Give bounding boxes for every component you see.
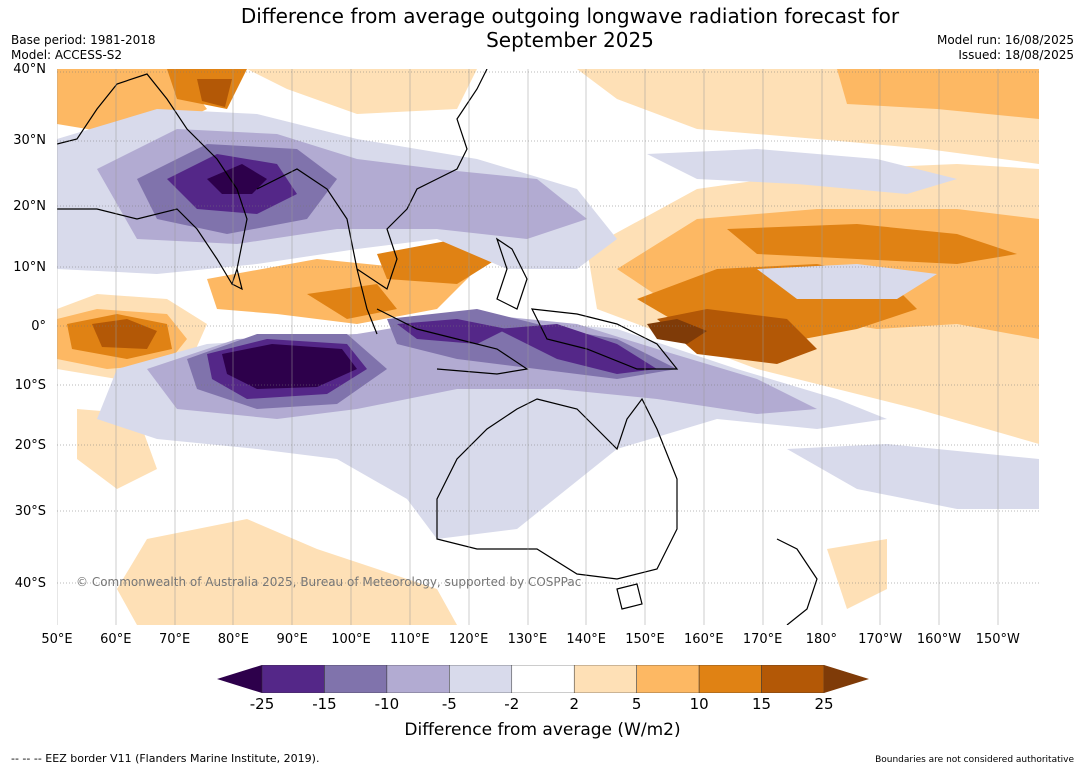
eez-border-note: -- -- -- EEZ border V11 (Flanders Marine…	[11, 752, 320, 765]
colorbar-segment	[386, 665, 450, 693]
latitude-label: 10°N	[13, 260, 46, 275]
latitude-label: 40°S	[14, 576, 46, 591]
map-title-line2: September 2025	[486, 28, 654, 52]
longitude-label: 150°E	[625, 632, 665, 647]
longitude-label: 80°E	[217, 632, 250, 647]
model-text: Model: ACCESS-S2	[11, 48, 123, 62]
longitude-label: 100°E	[331, 632, 371, 647]
map-title-line1: Difference from average outgoing longwav…	[240, 4, 900, 28]
copyright-notice: © Commonwealth of Australia 2025, Bureau…	[76, 575, 582, 589]
map-canvas	[57, 69, 1039, 625]
latitude-label: 30°S	[14, 504, 46, 519]
colorbar-tick-label: 25	[814, 695, 834, 713]
meta-left: Base period: 1981-2018 Model: ACCESS-S2	[11, 33, 156, 63]
colorbar-segment	[761, 665, 825, 693]
longitude-label: 140°E	[566, 632, 606, 647]
colorbar-segment	[636, 665, 700, 693]
positive-anomaly-fields	[57, 69, 1039, 625]
negative-anomaly-fields	[57, 109, 1039, 539]
longitude-label: 160°W	[916, 632, 962, 647]
colorbar	[217, 665, 869, 693]
base-period-text: Base period: 1981-2018	[11, 33, 156, 47]
longitude-label: 50°E	[41, 632, 73, 647]
latitude-label: 0°	[31, 319, 46, 334]
colorbar-tick-label: 15	[752, 695, 772, 713]
latitude-label: 20°N	[13, 199, 46, 214]
colorbar-segment	[573, 665, 637, 693]
colorbar-tick-label: 5	[631, 695, 642, 713]
longitude-label: 170°E	[742, 632, 783, 647]
colorbar-tick-label: -10	[374, 695, 400, 713]
colorbar-tick-label: -2	[504, 695, 520, 713]
longitude-label: 160°E	[684, 632, 724, 647]
colorbar-extend-high	[824, 665, 869, 693]
colorbar-tick-label: -25	[249, 695, 275, 713]
colorbar-tick-label: 10	[689, 695, 709, 713]
longitude-label: 110°E	[390, 632, 430, 647]
colorbar-tick-label: -15	[312, 695, 337, 713]
colorbar-extend-low	[217, 665, 262, 693]
colorbar-segment	[261, 665, 325, 693]
meridians	[57, 69, 999, 625]
longitude-label: 90°E	[276, 632, 308, 647]
latitude-label: 10°S	[14, 378, 46, 393]
colorbar-segment	[324, 665, 388, 693]
longitude-label: 60°E	[100, 632, 132, 647]
longitude-label: 150°W	[975, 632, 1020, 647]
longitude-label: 70°E	[158, 632, 191, 647]
colorbar-label: Difference from average (W/m2)	[404, 720, 681, 740]
colorbar-segment	[698, 665, 762, 693]
longitude-label: 130°E	[507, 632, 548, 647]
colorbar-tick-label: -5	[441, 695, 457, 713]
model-run-text: Model run: 16/08/2025	[936, 33, 1074, 47]
issued-text: Issued: 18/08/2025	[958, 48, 1074, 62]
colorbar-segment	[449, 665, 513, 693]
latitude-label: 20°S	[14, 438, 46, 453]
map-title: Difference from average outgoing longwav…	[180, 4, 960, 52]
coastlines	[57, 69, 818, 625]
latitude-label: 40°N	[13, 62, 46, 77]
colorbar-tick-label: 2	[569, 695, 579, 713]
longitude-label: 180°	[805, 632, 838, 647]
colorbar-segment	[511, 665, 575, 693]
longitude-label: 170°W	[858, 632, 903, 647]
longitude-label: 120°E	[448, 632, 489, 647]
meta-right: Model run: 16/08/2025 Issued: 18/08/2025	[937, 33, 1074, 63]
latitude-label: 30°N	[13, 133, 46, 148]
olr-anomaly-map	[57, 69, 1039, 625]
boundary-disclaimer: Boundaries are not considered authoritat…	[875, 755, 1074, 765]
